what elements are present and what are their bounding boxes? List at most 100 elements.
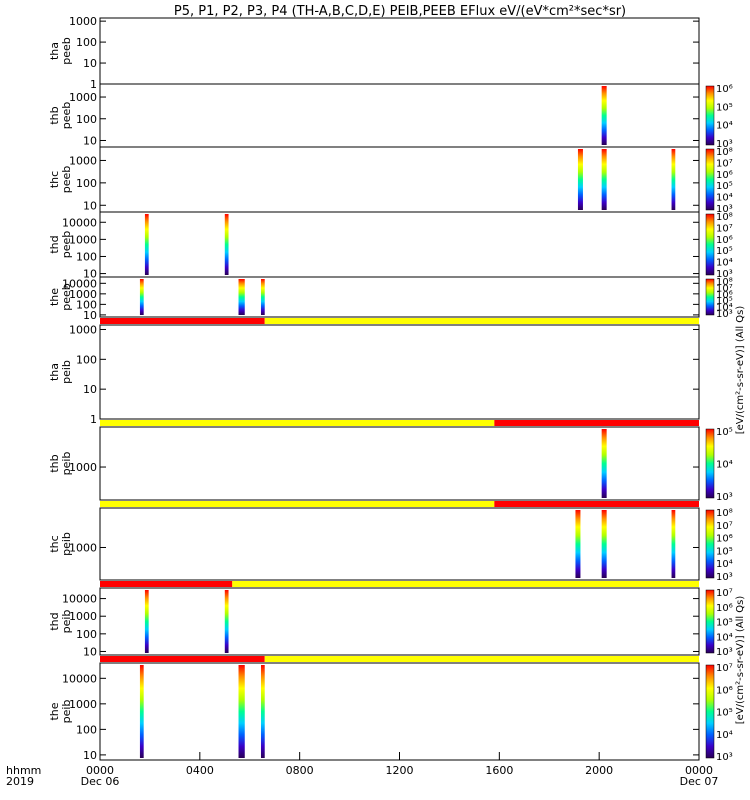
burst-the-peeb-1 (238, 279, 245, 315)
colorbar-tick-label: 10⁵ (716, 102, 733, 113)
chart-title: P5, P1, P2, P3, P4 (TH-A,B,C,D,E) PEIB,P… (174, 4, 626, 19)
colorbar-tick-label: 10⁸ (716, 508, 733, 519)
colorbar-tick-label: 10³ (716, 572, 733, 583)
colorbar-tick-label: 10⁵ (716, 246, 733, 257)
colorbar-tick-label: 10⁶ (716, 534, 733, 545)
ytick-label: 1 (90, 413, 97, 426)
ytick-label: 1 (90, 78, 97, 91)
panel-instrument-label: peib (60, 360, 73, 384)
colorbar (705, 278, 715, 316)
burst-thc-peib-1 (601, 510, 607, 578)
xtick-label: 1600 (485, 764, 513, 777)
colorbar-tick-label: 10⁸ (716, 277, 733, 288)
panel-probe-label: thd (48, 235, 61, 253)
ytick-label: 10000 (62, 593, 97, 606)
burst-thb-peib-0 (601, 429, 607, 498)
ytick-label: 1000 (69, 323, 97, 336)
ytick-label: 1000 (69, 541, 97, 554)
colorbar-tick-label: 10⁸ (716, 212, 733, 223)
colorbar-tick-label: 10⁶ (716, 603, 733, 614)
year-label: 2019 (6, 775, 34, 788)
flag-bar-segment (264, 318, 699, 324)
panel-probe-label: the (48, 288, 61, 306)
ytick-label: 10000 (62, 277, 97, 290)
ytick-label: 10 (83, 268, 97, 281)
panel-frame (99, 426, 700, 501)
panel-frame (99, 276, 700, 318)
ytick-label: 100 (76, 298, 97, 311)
colorbar-tick-label: 10⁶ (716, 290, 733, 301)
ytick-label: 1000 (69, 461, 97, 474)
colorbar-tick-label: 10³ (716, 647, 733, 658)
flag-bar-segment (100, 501, 495, 507)
time-unit-label: hhmm (6, 764, 41, 777)
xtick-label: 0000 (685, 764, 713, 777)
ytick-label: 10 (83, 383, 97, 396)
colorbar-tick-label: 10⁴ (716, 632, 733, 643)
flag-bar-segment (100, 420, 495, 426)
panel-instrument-label: peib (60, 700, 73, 724)
panel-probe-label: thb (48, 454, 61, 472)
burst-the-peib-1 (238, 665, 245, 758)
ytick-label: 10 (83, 134, 97, 147)
panel-frame (99, 83, 700, 148)
colorbar (705, 85, 715, 146)
panel-thb-peeb: 10 100 1000 thb peeb 10³ 10⁴ 10⁵ 10⁶ (48, 83, 733, 150)
panel-frame (99, 587, 700, 656)
ytick-label: 100 (76, 628, 97, 641)
colorbar-tick-label: 10⁴ (716, 730, 733, 741)
colorbar-tick-label: 10⁷ (716, 521, 733, 532)
xtick-label: 0000 (86, 764, 114, 777)
colorbar-tick-label: 10⁵ (716, 546, 733, 557)
panel-tha-peib: 1 10 100 1000 tha peib (48, 323, 700, 426)
colorbar (705, 148, 715, 211)
ytick-label: 1000 (69, 154, 97, 167)
flag-bar-segment (494, 420, 699, 426)
burst-thb-peeb-0 (601, 86, 607, 145)
ytick-label: 10 (83, 645, 97, 658)
burst-thd-peeb-0 (144, 214, 149, 275)
burst-thc-peeb-1 (601, 149, 607, 210)
colorbar-tick-label: 10³ (716, 204, 733, 215)
flag-bar-segment (494, 501, 699, 507)
panel-instrument-label: peeb (60, 37, 73, 65)
ytick-label: 1000 (69, 610, 97, 623)
panel-probe-label: thc (48, 535, 61, 552)
ytick-label: 10000 (62, 216, 97, 229)
burst-thd-peib-1 (224, 590, 229, 653)
colorbar-tick-label: 10⁴ (716, 121, 733, 132)
colorbar-tick-label: 10⁵ (716, 427, 733, 438)
xtick-label: 0400 (186, 764, 214, 777)
colorbar-tick-label: 10⁸ (716, 147, 733, 158)
panel-probe-label: tha (48, 42, 61, 60)
panel-frame (99, 324, 700, 420)
panel-the-peib: 10 100 1000 10000 the peib 10³ 10⁴ 10⁵ 10⁶ 10⁷ (48, 662, 733, 763)
xtick-date-label: Dec 07 (680, 775, 719, 788)
ytick-label: 100 (76, 36, 97, 49)
burst-thd-peib-0 (144, 590, 149, 653)
colorbar-tick-label: 10⁴ (716, 460, 733, 471)
colorbar-tick-label: 10⁶ (716, 235, 733, 246)
burst-thc-peib-2 (671, 510, 676, 578)
burst-the-peeb-2 (260, 279, 265, 315)
flag-bar-segment (100, 318, 265, 324)
colorbar-axis-label-iesa: [eV/(cm²-s-sr-eV)] (All Qs) (735, 596, 746, 725)
colorbar-tick-label: 10⁵ (716, 296, 733, 307)
colorbar-tick-label: 10⁵ (716, 618, 733, 629)
colorbar-tick-label: 10⁷ (716, 663, 733, 674)
colorbar-tick-label: 10³ (716, 309, 733, 320)
burst-the-peeb-0 (139, 279, 144, 315)
panel-frame (99, 211, 700, 278)
flag-bar-segment (100, 656, 265, 662)
colorbar-tick-label: 10³ (716, 269, 733, 280)
colorbar-tick-label: 10⁷ (716, 158, 733, 169)
panel-instrument-label: peib (60, 610, 73, 634)
ytick-label: 10 (83, 309, 97, 322)
flag-bar-segment (100, 581, 233, 587)
panel-probe-label: thd (48, 612, 61, 630)
